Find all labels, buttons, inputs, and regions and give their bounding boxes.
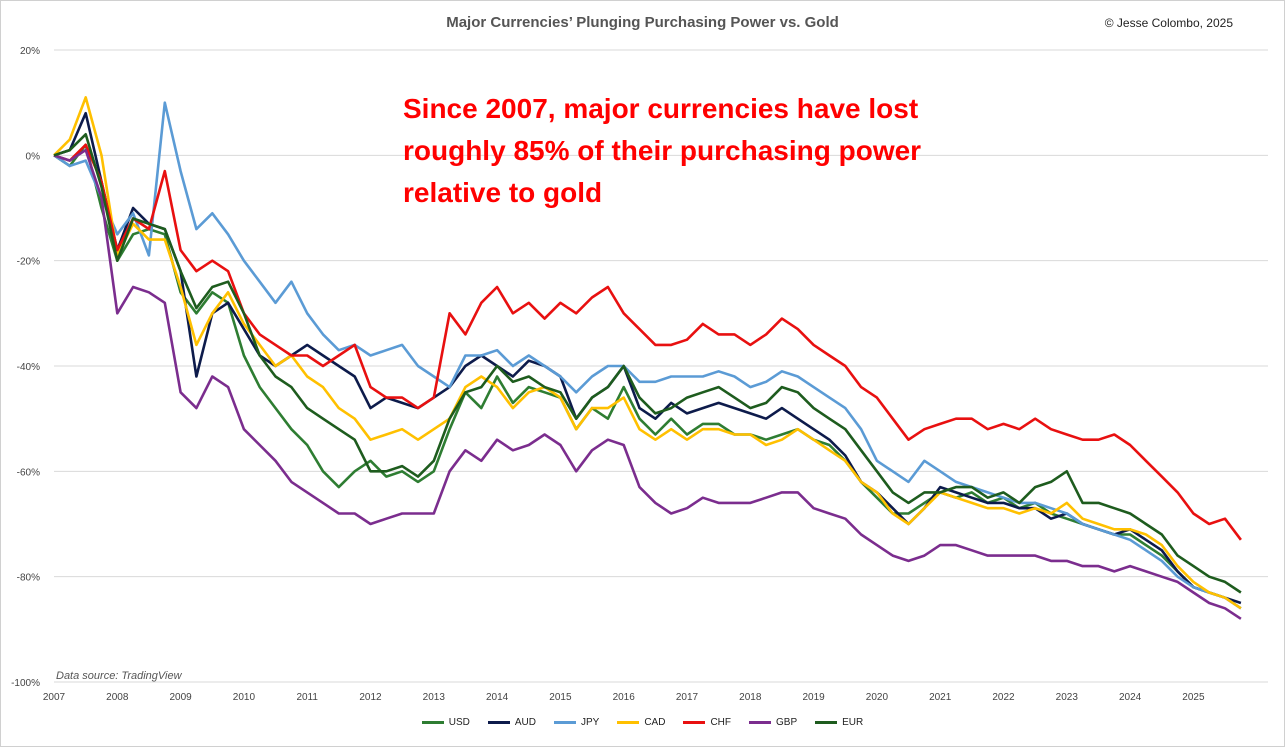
- x-tick-label: 2016: [613, 692, 636, 703]
- legend-swatch: [487, 721, 510, 724]
- x-axis-ticks: 2007 2008 2009 2010 2011 2012 2013 2014 2015 2016…: [43, 692, 1205, 703]
- x-tick-label: 2012: [359, 692, 382, 703]
- x-tick-label: 2018: [739, 692, 762, 703]
- legend-swatch: [421, 721, 444, 724]
- x-tick-label: 2022: [992, 692, 1015, 703]
- x-tick-label: 2009: [169, 692, 192, 703]
- x-tick-label: 2024: [1119, 692, 1142, 703]
- legend-item-cad: CAD: [617, 717, 665, 728]
- annotation-text: Since 2007, major currencies have lost r…: [403, 93, 922, 208]
- legend-swatch: [683, 721, 706, 724]
- x-tick-label: 2007: [43, 692, 66, 703]
- x-tick-label: 2020: [866, 692, 889, 703]
- legend-item-gbp: GBP: [749, 717, 797, 728]
- y-tick-label: -80%: [17, 573, 40, 584]
- chart-title: Major Currencies’ Plunging Purchasing Po…: [446, 14, 839, 31]
- series-line-jpy: [53, 101, 1242, 610]
- legend-label: USD: [448, 717, 470, 728]
- series-line-eur: [53, 133, 1242, 594]
- legend-swatch: [815, 721, 838, 724]
- x-tick-label: 2008: [106, 692, 129, 703]
- series-lines: [53, 96, 1242, 620]
- x-tick-label: 2021: [929, 692, 952, 703]
- legend-item-aud: AUD: [487, 717, 536, 728]
- legend-label: JPY: [580, 717, 600, 728]
- y-tick-label: -20%: [17, 257, 40, 268]
- legend-label: AUD: [514, 717, 536, 728]
- legend-item-jpy: JPY: [553, 717, 600, 728]
- legend-swatch: [617, 721, 640, 724]
- legend-label: CAD: [644, 717, 666, 728]
- legend-label: EUR: [842, 717, 864, 728]
- series-line-usd: [53, 143, 1242, 610]
- legend-swatch: [749, 721, 772, 724]
- x-tick-label: 2025: [1182, 692, 1205, 703]
- copyright-note: © Jesse Colombo, 2025: [1104, 16, 1233, 30]
- series-line-chf: [53, 143, 1242, 541]
- legend: USD AUD JPY CAD CHF GBP EUR: [0, 717, 1285, 728]
- series-line-gbp: [53, 148, 1242, 620]
- x-tick-label: 2017: [676, 692, 699, 703]
- y-tick-label: -40%: [17, 362, 40, 373]
- y-axis-ticks: 20% 0% -20% -40% -60% -80% -100%: [11, 46, 40, 689]
- x-tick-label: 2023: [1056, 692, 1079, 703]
- series-line-aud: [53, 111, 1242, 605]
- x-tick-label: 2015: [549, 692, 572, 703]
- legend-item-chf: CHF: [683, 717, 731, 728]
- legend-swatch: [553, 721, 576, 724]
- x-tick-label: 2019: [802, 692, 825, 703]
- data-source-note: Data source: TradingView: [56, 670, 182, 682]
- y-tick-label: 20%: [20, 46, 40, 57]
- legend-item-eur: EUR: [815, 717, 863, 728]
- legend-label: CHF: [710, 717, 732, 728]
- x-tick-label: 2010: [233, 692, 256, 703]
- legend-item-usd: USD: [421, 717, 470, 728]
- y-tick-label: -60%: [17, 467, 40, 478]
- y-tick-label: -100%: [11, 678, 40, 689]
- legend-label: GBP: [776, 717, 798, 728]
- x-tick-label: 2011: [296, 692, 318, 703]
- y-tick-label: 0%: [26, 151, 41, 162]
- x-tick-label: 2014: [486, 692, 509, 703]
- x-tick-label: 2013: [423, 692, 446, 703]
